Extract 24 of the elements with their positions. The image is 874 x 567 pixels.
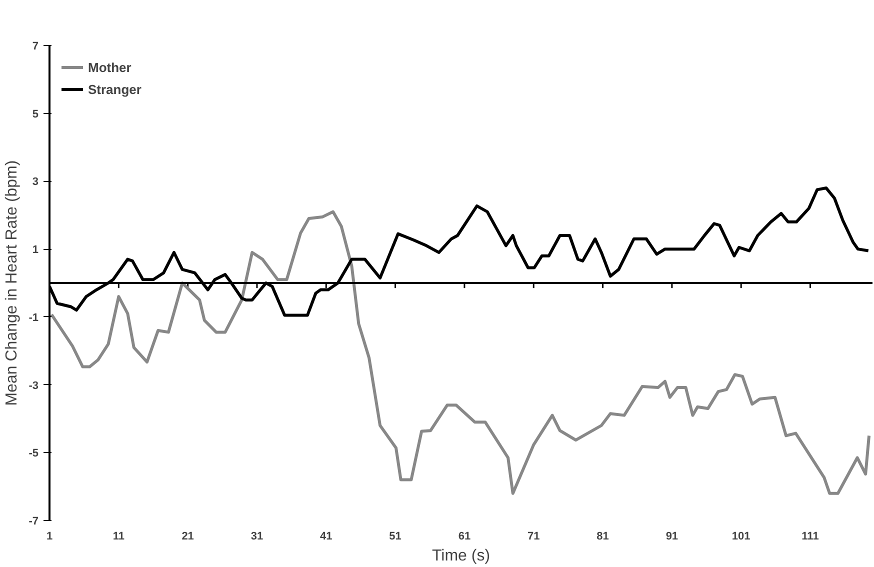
y-tick-label: -1 <box>28 312 38 324</box>
y-tick-label: 5 <box>32 108 39 120</box>
y-tick-label: 3 <box>32 176 39 188</box>
y-tick-label: -5 <box>28 448 38 460</box>
y-tick-label: 1 <box>32 244 39 256</box>
x-tick-label: 81 <box>596 530 609 542</box>
y-axis-title: Mean Change in Heart Rate (bpm) <box>4 160 21 406</box>
x-axis-title: Time (s) <box>432 548 490 564</box>
legend-label: Stranger <box>88 82 142 96</box>
x-tick-label: 31 <box>250 530 264 542</box>
x-tick-label: 41 <box>320 530 332 542</box>
x-tick-label: 91 <box>666 530 678 542</box>
legend-label: Mother <box>88 60 132 74</box>
y-tick-label: -7 <box>28 516 38 528</box>
y-tick-label: -3 <box>28 380 38 392</box>
x-tick-label: 101 <box>732 530 750 542</box>
x-tick-label: 11 <box>112 530 124 542</box>
x-tick-label: 61 <box>458 530 471 542</box>
y-tick-label: 7 <box>32 40 39 52</box>
x-tick-label: 1 <box>46 530 53 542</box>
x-tick-label: 71 <box>528 530 540 542</box>
x-tick-label: 51 <box>389 530 402 542</box>
x-tick-label: 21 <box>182 530 194 542</box>
x-tick-label: 111 <box>802 530 819 542</box>
